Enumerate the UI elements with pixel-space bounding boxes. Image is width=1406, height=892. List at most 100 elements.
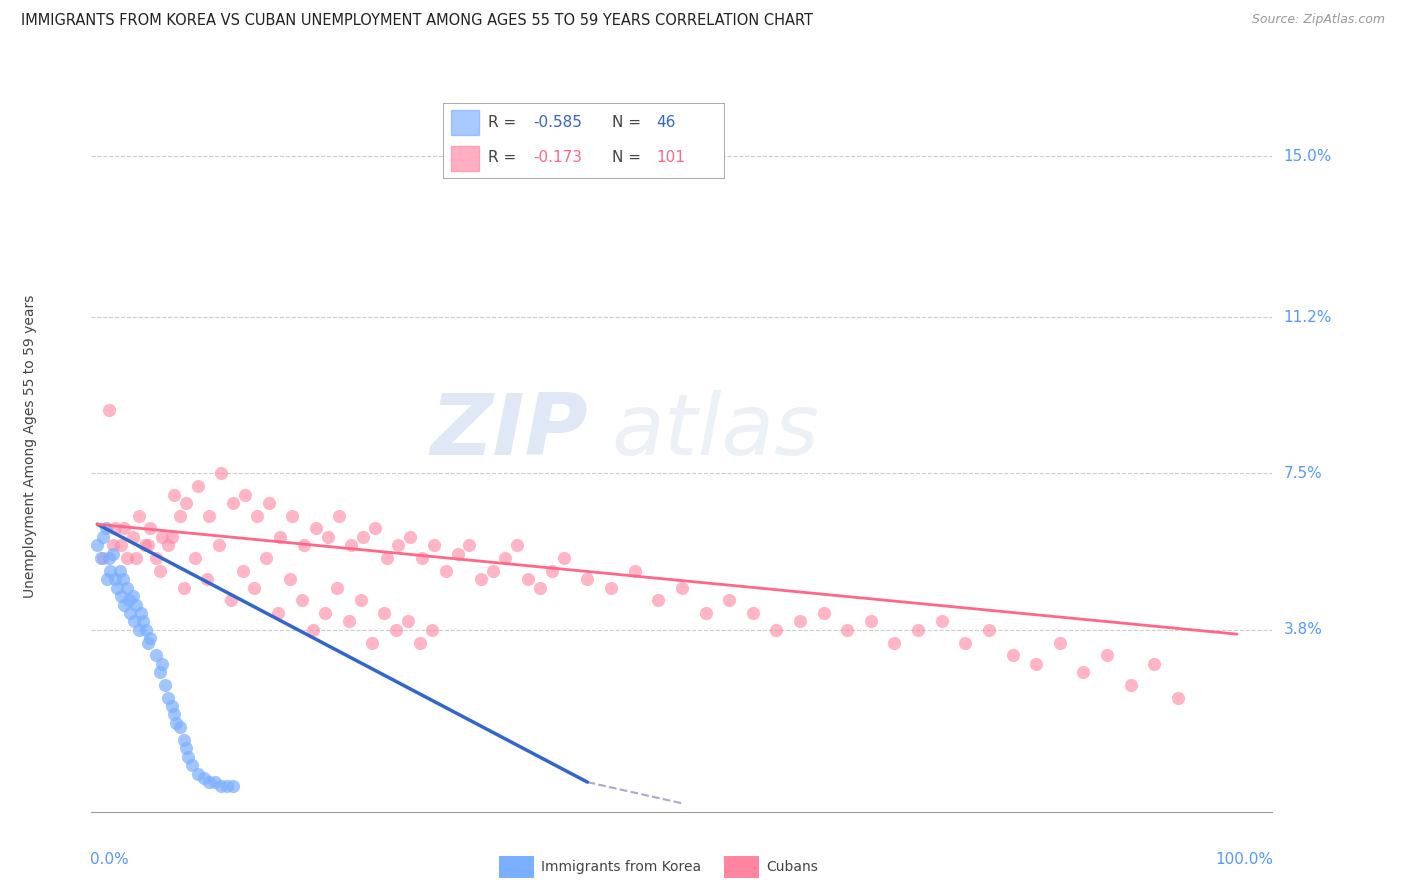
Point [187, 766, 209, 780]
Point [125, 551, 148, 566]
Point [420, 623, 443, 637]
Point [1143, 657, 1166, 671]
Point [1119, 678, 1142, 692]
Point [139, 521, 162, 535]
Point [385, 623, 408, 637]
Point [150, 530, 173, 544]
Text: 11.2%: 11.2% [1284, 310, 1331, 325]
Point [160, 699, 183, 714]
Point [149, 665, 172, 680]
Point [198, 508, 221, 523]
Point [859, 615, 882, 629]
Point [104, 572, 127, 586]
Point [281, 508, 304, 523]
Point [396, 615, 419, 629]
Point [165, 715, 187, 730]
Point [112, 572, 135, 586]
Point [1025, 657, 1047, 671]
Point [125, 598, 148, 612]
Point [96, 572, 118, 586]
Point [1167, 690, 1189, 705]
Point [209, 780, 232, 794]
Point [114, 598, 136, 612]
Point [114, 521, 136, 535]
Text: N =: N = [612, 151, 645, 165]
Point [257, 496, 280, 510]
Point [128, 508, 150, 523]
Text: -0.173: -0.173 [533, 151, 582, 165]
Point [219, 593, 242, 607]
Point [314, 606, 336, 620]
Point [718, 593, 741, 607]
Point [907, 623, 929, 637]
Point [115, 551, 138, 566]
Point [955, 635, 977, 649]
Point [340, 538, 363, 552]
Point [132, 615, 155, 629]
Point [1073, 665, 1095, 680]
Point [184, 551, 207, 566]
Point [150, 657, 173, 671]
Point [122, 615, 145, 629]
Point [446, 547, 468, 561]
Point [291, 593, 314, 607]
Bar [451, 145, 479, 171]
Text: 3.8%: 3.8% [1284, 623, 1323, 638]
Point [765, 623, 787, 637]
Point [458, 538, 481, 552]
Point [98, 564, 121, 578]
Point [174, 496, 197, 510]
Point [931, 615, 953, 629]
Text: 46: 46 [657, 115, 676, 130]
Point [101, 538, 124, 552]
Point [232, 564, 254, 578]
Point [409, 635, 432, 649]
Point [364, 521, 387, 535]
Text: 7.5%: 7.5% [1284, 466, 1322, 481]
Text: 101: 101 [657, 151, 686, 165]
Text: IMMIGRANTS FROM KOREA VS CUBAN UNEMPLOYMENT AMONG AGES 55 TO 59 YEARS CORRELATIO: IMMIGRANTS FROM KOREA VS CUBAN UNEMPLOYM… [21, 13, 813, 29]
Point [163, 488, 186, 502]
Point [169, 508, 191, 523]
Text: ZIP: ZIP [430, 390, 588, 473]
Text: Source: ZipAtlas.com: Source: ZipAtlas.com [1251, 13, 1385, 27]
Point [139, 632, 162, 646]
Text: Cubans: Cubans [766, 860, 818, 874]
Text: Immigrants from Korea: Immigrants from Korea [541, 860, 702, 874]
Point [233, 488, 256, 502]
Point [292, 538, 315, 552]
Point [101, 547, 124, 561]
Point [198, 775, 221, 789]
Point [180, 758, 202, 772]
Point [482, 564, 505, 578]
Point [623, 564, 645, 578]
Point [470, 572, 492, 586]
Point [361, 635, 384, 649]
Point [222, 780, 245, 794]
Point [387, 538, 409, 552]
Point [94, 521, 117, 535]
Point [553, 551, 575, 566]
Point [350, 593, 373, 607]
Point [316, 530, 339, 544]
Point [671, 581, 693, 595]
Point [177, 749, 200, 764]
Point [121, 530, 143, 544]
Point [115, 581, 138, 595]
Point [254, 551, 277, 566]
Point [91, 551, 114, 566]
Point [187, 479, 209, 493]
Point [977, 623, 1000, 637]
Point [110, 589, 132, 603]
Point [1001, 648, 1024, 663]
Point [136, 538, 159, 552]
Point [695, 606, 717, 620]
Point [326, 581, 349, 595]
Point [160, 530, 183, 544]
Point [647, 593, 669, 607]
Point [600, 581, 623, 595]
Point [86, 538, 108, 552]
Point [173, 581, 195, 595]
Point [494, 551, 516, 566]
Point [222, 496, 245, 510]
